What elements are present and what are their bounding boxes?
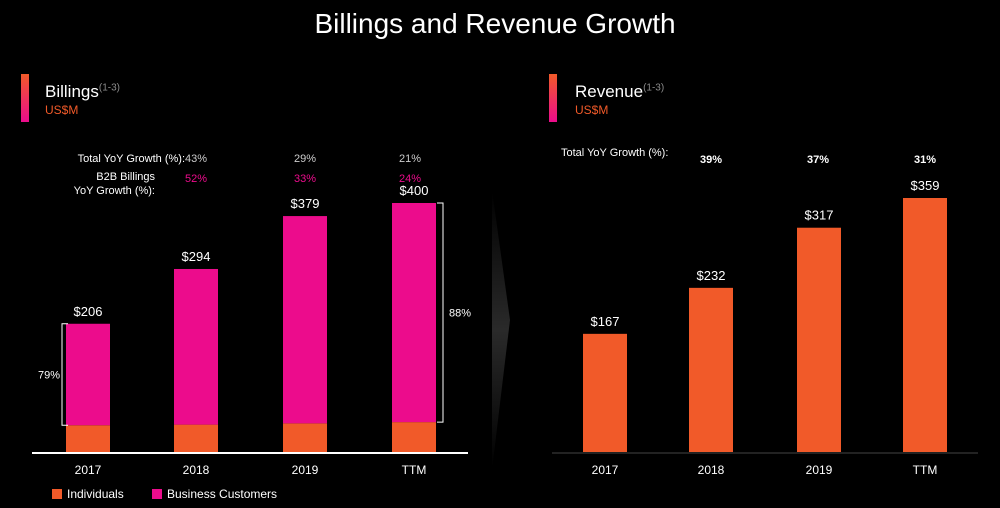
billings-bar-individuals-2017 <box>66 425 110 452</box>
billings-category-label-2017: 2017 <box>75 463 102 477</box>
revenue-heading: Revenue(1-3) <box>575 82 664 102</box>
revenue-growth-ttm: 31% <box>913 154 937 166</box>
revenue-value-label-2019: $317 <box>805 208 834 223</box>
billings-growth-2018: 43% <box>184 153 208 165</box>
revenue-category-label-2018: 2018 <box>698 463 725 477</box>
billings-category-label-2019: 2019 <box>292 463 319 477</box>
billings-total-label-2017: $206 <box>74 304 103 319</box>
revenue-growth-2018: 39% <box>699 154 723 166</box>
billings-bar-individuals-2019 <box>283 423 327 452</box>
billings-bar-business-TTM <box>392 203 436 423</box>
billings-unit: US$M <box>45 103 79 117</box>
billings-bar-individuals-TTM <box>392 422 436 452</box>
b2b-growth-2019: 33% <box>293 173 317 185</box>
billings-bar-business-2017 <box>66 323 110 426</box>
bracket-left <box>61 323 68 426</box>
legend-swatch-individuals <box>52 489 62 499</box>
billings-bar-business-2018 <box>174 268 218 425</box>
b2b-label-line1: B2B Billings <box>96 171 155 183</box>
b2b-label-line2: YoY Growth (%): <box>73 185 155 197</box>
legend-label-individuals: Individuals <box>67 487 124 501</box>
bracket-left-label: 79% <box>38 369 60 381</box>
billings-category-label-2018: 2018 <box>183 463 210 477</box>
revenue-value-label-TTM: $359 <box>911 178 940 193</box>
b2b-growth-2018: 52% <box>184 173 208 185</box>
revenue-growth-2019: 37% <box>806 154 830 166</box>
billings-total-label-2018: $294 <box>182 249 211 264</box>
billings-heading: Billings(1-3) <box>45 82 120 102</box>
billings-growth-label: Total YoY Growth (%): <box>77 153 185 165</box>
revenue-category-label-2019: 2019 <box>806 463 833 477</box>
b2b-growth-ttm: 24% <box>398 173 422 185</box>
transition-arrow-shape <box>492 190 510 470</box>
billings-bar-business-2019 <box>283 216 327 424</box>
revenue-category-label-2017: 2017 <box>592 463 619 477</box>
revenue-growth-label: Total YoY Growth (%): <box>561 147 669 159</box>
revenue-bar-TTM <box>903 198 947 452</box>
legend-individuals: Individuals <box>52 487 124 501</box>
bracket-right <box>437 202 444 423</box>
billings-growth-2019: 29% <box>293 153 317 165</box>
revenue-category-label-TTM: TTM <box>913 463 938 477</box>
billings-total-label-2019: $379 <box>291 196 320 211</box>
billings-heading-text: Billings <box>45 82 99 101</box>
revenue-heading-text: Revenue <box>575 82 644 101</box>
revenue-unit: US$M <box>575 103 609 117</box>
revenue-accent-bar <box>549 74 557 122</box>
revenue-value-label-2018: $232 <box>697 268 726 283</box>
revenue-bar-2017 <box>583 333 627 452</box>
billings-total-label-TTM: $400 <box>400 183 429 198</box>
legend-business: Business Customers <box>152 487 277 501</box>
legend-label-business: Business Customers <box>167 487 278 501</box>
billings-category-label-TTM: TTM <box>402 463 427 477</box>
billings-bar-individuals-2018 <box>174 424 218 452</box>
billings-accent-bar <box>21 74 29 122</box>
revenue-bar-2019 <box>797 227 841 452</box>
bracket-right-label: 88% <box>449 308 471 320</box>
billings-heading-note: (1-3) <box>98 82 120 94</box>
legend-swatch-business <box>152 489 162 499</box>
revenue-value-label-2017: $167 <box>591 314 620 329</box>
billings-growth-ttm: 21% <box>398 153 422 165</box>
revenue-bar-2018 <box>689 287 733 452</box>
revenue-heading-note: (1-3) <box>643 82 665 94</box>
page-title: Billings and Revenue Growth <box>314 8 676 39</box>
